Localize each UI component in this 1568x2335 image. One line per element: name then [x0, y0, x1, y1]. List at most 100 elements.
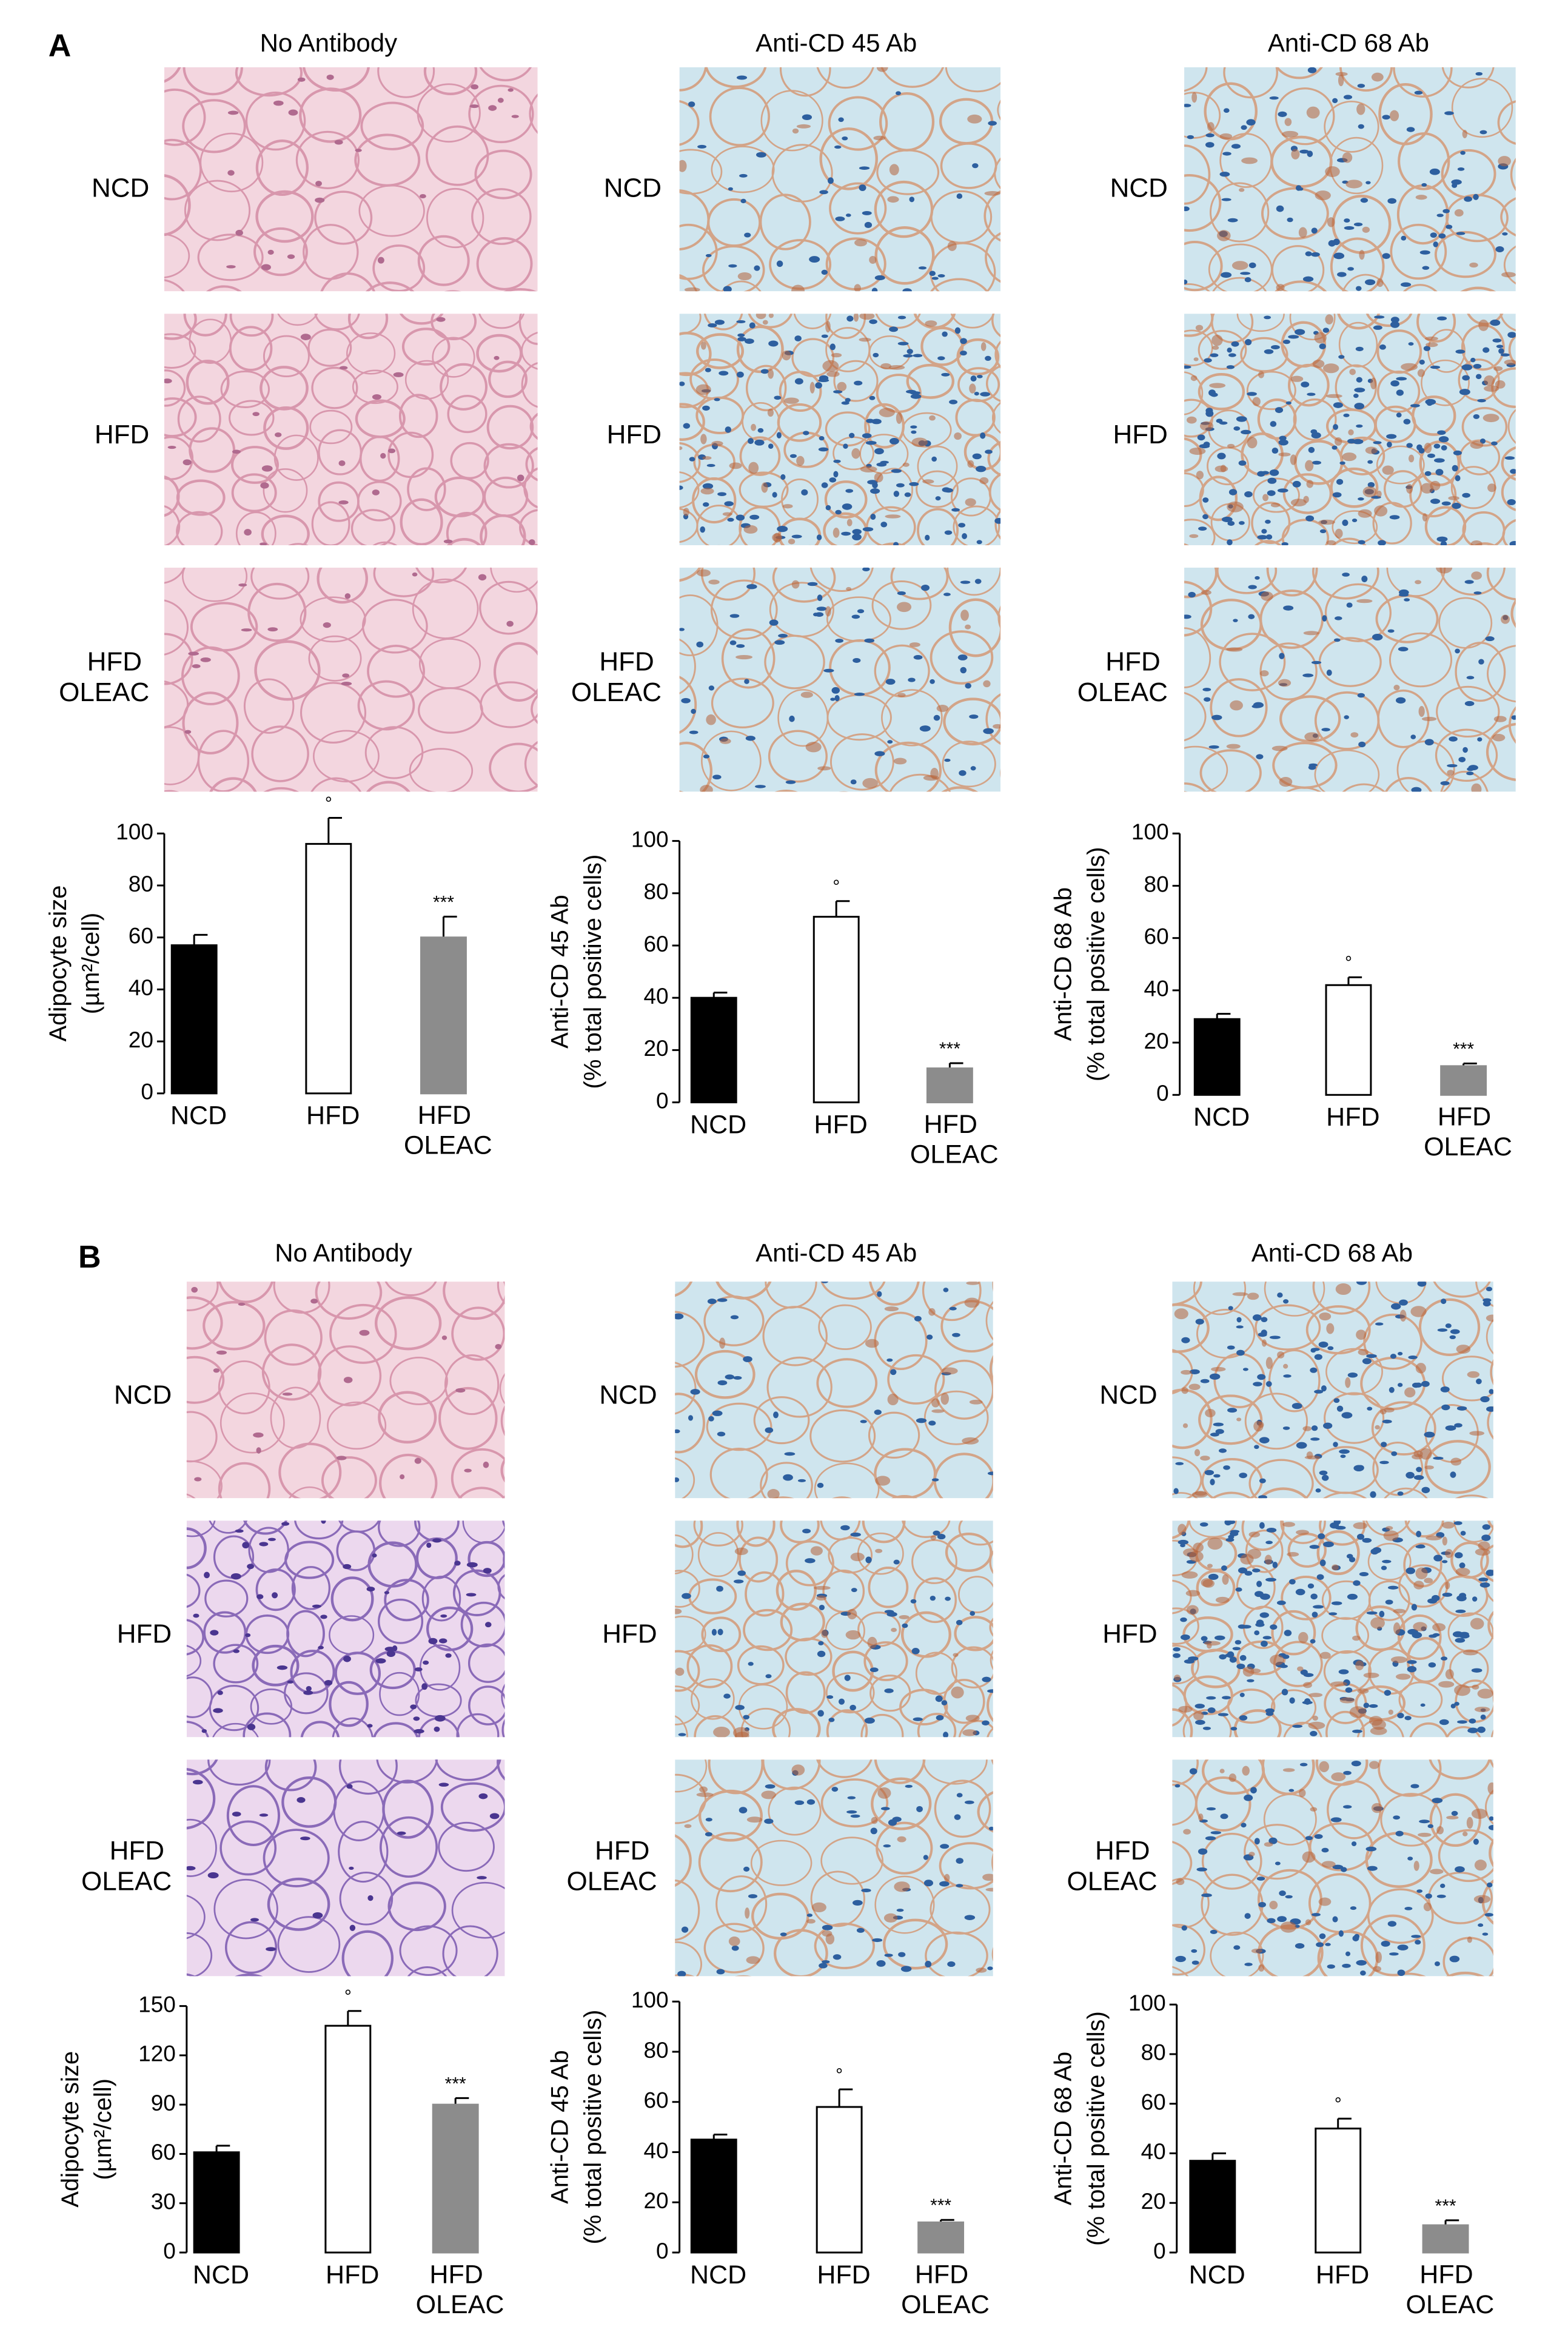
stain: [1283, 1363, 1288, 1369]
nucleus: [716, 1969, 725, 1975]
cell-outline: [207, 1759, 271, 1786]
stain: [1382, 465, 1394, 475]
stain: [788, 539, 796, 545]
cell-outline: [451, 1448, 505, 1499]
stain: [964, 1297, 980, 1308]
cell-outline: [1321, 1617, 1370, 1654]
cell-outline: [206, 285, 242, 292]
nucleus: [954, 1814, 961, 1820]
stain: [1219, 133, 1233, 139]
stain: [887, 1393, 899, 1406]
nucleus: [739, 1807, 748, 1814]
stain: [1342, 452, 1357, 462]
cell-outline: [762, 1759, 821, 1790]
cell-outline: [547, 32, 609, 81]
nucleus: [708, 1416, 714, 1422]
cell-outline: [760, 1462, 813, 1499]
stain: [1365, 446, 1378, 454]
stain: [941, 1367, 958, 1375]
nucleus: [838, 117, 844, 123]
stain: [1478, 319, 1489, 331]
nucleus: [359, 1329, 370, 1336]
nucleus: [931, 277, 939, 280]
stain: [1279, 777, 1293, 787]
cell-outline: [1172, 1492, 1198, 1499]
nucleus: [1264, 349, 1274, 354]
nucleus: [1385, 1599, 1393, 1605]
stain: [675, 1608, 682, 1614]
cell-outline: [1198, 1394, 1263, 1445]
cell-outline: [267, 1877, 330, 1931]
nucleus: [1218, 1448, 1227, 1453]
nucleus: [343, 1655, 351, 1662]
cell-outline: [1275, 87, 1335, 146]
stain: [1207, 1564, 1213, 1568]
stain: [805, 742, 822, 753]
stain: [1298, 1631, 1308, 1644]
nucleus: [794, 335, 802, 341]
nucleus: [869, 319, 877, 324]
stain: [748, 462, 759, 474]
nucleus: [1483, 1300, 1491, 1307]
cell-outline: [942, 741, 996, 788]
cell-outline: [446, 538, 482, 545]
stain: [1227, 501, 1244, 512]
stain: [951, 1686, 964, 1699]
nucleus: [1242, 1368, 1248, 1371]
cell-outline: [359, 435, 400, 482]
stain: [1205, 1408, 1216, 1417]
nucleus: [697, 144, 707, 149]
stain: [1454, 209, 1464, 217]
cell-outline: [284, 1672, 329, 1715]
nucleus: [862, 433, 872, 438]
significance-mark: ***: [445, 2074, 466, 2094]
nucleus: [1222, 152, 1231, 156]
stain: [1432, 1623, 1446, 1631]
nucleus: [355, 149, 362, 152]
nucleus: [1184, 104, 1191, 107]
nucleus: [1314, 1354, 1322, 1360]
nucleus: [261, 264, 271, 270]
nucleus: [844, 1675, 851, 1681]
nucleus: [886, 1611, 897, 1617]
cell-outline: [1184, 627, 1211, 688]
stain: [826, 371, 840, 377]
cell-outline: [958, 1576, 993, 1613]
nucleus: [773, 1411, 779, 1419]
nucleus: [1382, 253, 1390, 260]
nucleus: [748, 1662, 754, 1666]
nucleus: [1387, 198, 1397, 204]
cell-outline: [486, 405, 534, 450]
cell-outline: [1441, 67, 1495, 89]
nucleus: [1437, 1328, 1448, 1332]
cell-outline: [1322, 1491, 1367, 1499]
nucleus: [724, 501, 734, 506]
stain: [1436, 1826, 1444, 1835]
nucleus: [1247, 392, 1257, 396]
nucleus: [397, 1831, 406, 1835]
bar: [305, 842, 352, 1095]
stain: [1467, 1371, 1480, 1378]
micrograph: [1172, 1759, 1493, 1977]
nucleus: [737, 337, 746, 341]
nucleus: [1246, 119, 1256, 126]
stain: [1189, 1551, 1204, 1562]
cell-outline: [777, 403, 822, 442]
stain: [1446, 1815, 1459, 1819]
nucleus: [717, 492, 727, 496]
nucleus: [1460, 150, 1466, 155]
cell-outline: [1441, 1356, 1493, 1402]
cell-outline: [317, 567, 368, 604]
cell-outline: [1372, 502, 1412, 545]
stain: [831, 352, 842, 358]
stain: [1305, 1919, 1312, 1926]
stain: [1462, 130, 1467, 138]
nucleus: [893, 1559, 900, 1565]
nucleus: [769, 619, 779, 626]
cell-outline: [515, 1749, 554, 1785]
nucleus: [1406, 1567, 1416, 1574]
nucleus: [1381, 1565, 1387, 1570]
nucleus: [478, 1793, 488, 1799]
stain: [1222, 1574, 1229, 1585]
nucleus: [1453, 450, 1462, 455]
